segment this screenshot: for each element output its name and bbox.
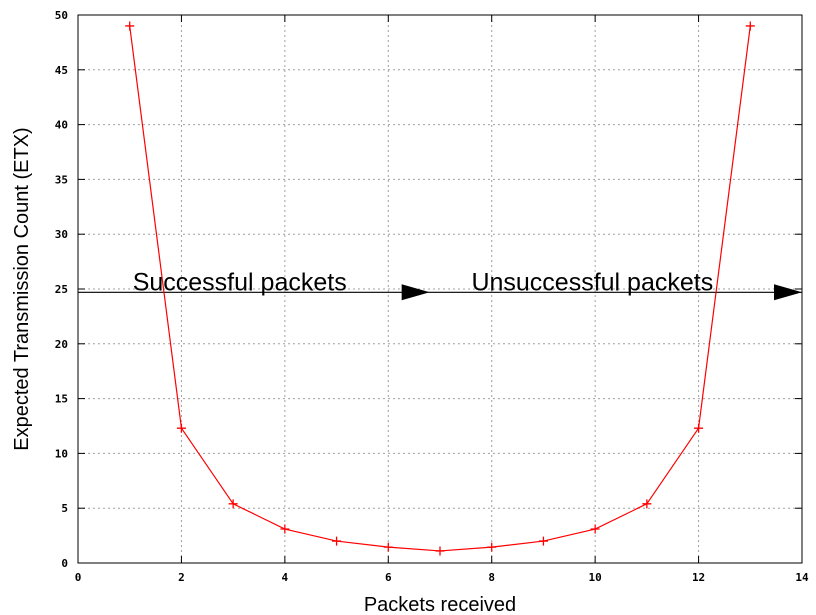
data-point-marker xyxy=(642,499,652,509)
data-point-marker xyxy=(280,524,290,534)
y-tick-label: 50 xyxy=(55,9,68,22)
data-point-marker xyxy=(332,536,342,546)
data-point-marker xyxy=(745,21,755,31)
y-axis-ticks: 0 5 10 15 20 25 30 35 40 45 50 xyxy=(55,9,802,570)
y-tick-label: 10 xyxy=(55,447,68,460)
x-tick-label: 4 xyxy=(282,571,289,584)
x-tick-label: 0 xyxy=(75,571,82,584)
data-point-marker xyxy=(435,546,445,556)
annotations: Successful packets Unsuccessful packets xyxy=(133,268,802,301)
data-point-marker xyxy=(228,499,238,509)
data-point-marker xyxy=(176,423,186,433)
y-axis-label: Expected Transmission Count (ETX) xyxy=(11,127,33,450)
y-tick-label: 30 xyxy=(55,228,68,241)
x-tick-label: 8 xyxy=(488,571,495,584)
data-point-marker xyxy=(125,21,135,31)
y-tick-label: 40 xyxy=(55,119,68,132)
y-tick-label: 35 xyxy=(55,173,68,186)
data-point-marker xyxy=(383,542,393,552)
data-point-marker xyxy=(487,542,497,552)
y-tick-label: 0 xyxy=(61,557,68,570)
x-tick-label: 6 xyxy=(385,571,392,584)
x-tick-label: 14 xyxy=(795,571,809,584)
annotation-label: Successful packets xyxy=(133,268,347,296)
y-tick-label: 5 xyxy=(61,502,68,515)
y-tick-label: 25 xyxy=(55,283,68,296)
data-point-marker xyxy=(590,524,600,534)
arrow-head-icon xyxy=(401,284,430,301)
y-tick-label: 20 xyxy=(55,338,68,351)
data-point-marker xyxy=(694,423,704,433)
y-tick-label: 15 xyxy=(55,393,68,406)
x-axis-ticks: 0 2 4 6 8 10 12 14 xyxy=(75,15,809,584)
x-tick-label: 2 xyxy=(178,571,185,584)
x-axis-label: Packets received xyxy=(364,594,516,615)
y-tick-label: 45 xyxy=(55,64,68,77)
series-group xyxy=(125,21,755,556)
grid-lines xyxy=(78,15,802,563)
arrow-head-icon xyxy=(774,284,802,301)
data-point-marker xyxy=(538,536,548,546)
annotation-label: Unsuccessful packets xyxy=(471,268,713,296)
x-tick-label: 12 xyxy=(692,571,705,584)
x-tick-label: 10 xyxy=(589,571,602,584)
